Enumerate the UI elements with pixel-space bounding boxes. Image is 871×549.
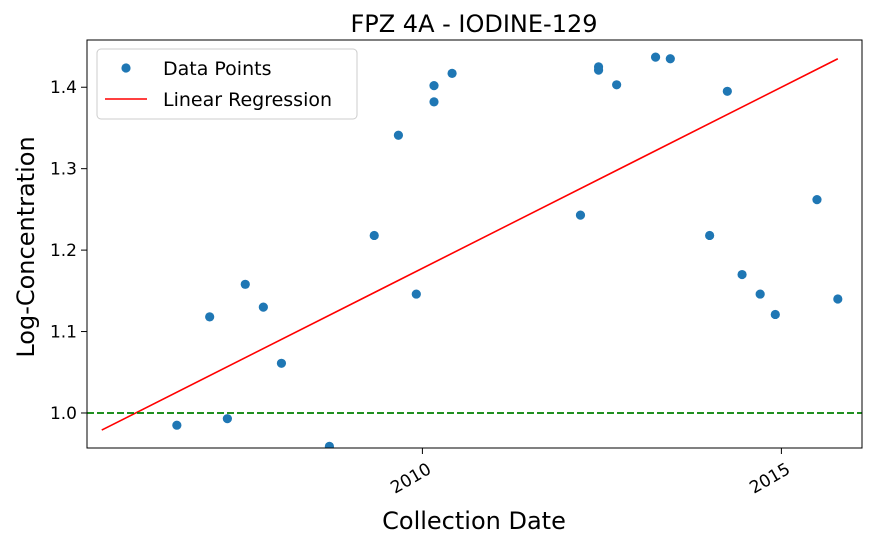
regression-line <box>101 58 839 431</box>
y-tick-label: 1.4 <box>50 78 77 98</box>
legend: Data Points Linear Regression <box>96 48 358 120</box>
y-tick-label: 1.3 <box>50 160 77 180</box>
data-point <box>593 65 604 75</box>
data-point <box>205 312 215 322</box>
legend-label: Data Points <box>163 58 271 80</box>
data-point <box>222 414 232 424</box>
y-tick-label: 1.0 <box>50 404 77 424</box>
axes-frame <box>86 39 863 449</box>
data-point <box>429 97 439 107</box>
data-point <box>833 294 843 304</box>
data-point <box>172 420 182 430</box>
data-point <box>665 54 675 64</box>
data-point <box>393 130 404 140</box>
data-point <box>812 195 822 205</box>
data-point <box>369 230 379 241</box>
legend-label: Linear Regression <box>163 89 332 111</box>
data-point <box>705 230 715 241</box>
data-point <box>737 269 747 280</box>
data-point <box>447 68 457 78</box>
data-point <box>755 289 765 299</box>
data-point <box>276 358 287 368</box>
data-point <box>411 289 421 299</box>
data-point <box>650 52 661 62</box>
plot-area <box>87 52 862 448</box>
y-tick-label: 1.1 <box>50 323 77 343</box>
data-point <box>722 86 732 96</box>
data-point <box>324 441 335 448</box>
data-point <box>258 302 268 312</box>
y-tick-label: 1.2 <box>50 241 77 261</box>
data-point <box>240 279 250 289</box>
legend-marker <box>121 63 131 73</box>
y-axis-label: Log-Concentration <box>12 136 40 357</box>
data-point <box>612 80 622 90</box>
x-axis-label: Collection Date <box>382 507 566 535</box>
legend-box <box>96 48 358 120</box>
chart-title: FPZ 4A - IODINE-129 <box>350 10 597 38</box>
data-point <box>429 81 439 91</box>
data-point <box>770 309 780 320</box>
data-point <box>575 210 586 220</box>
